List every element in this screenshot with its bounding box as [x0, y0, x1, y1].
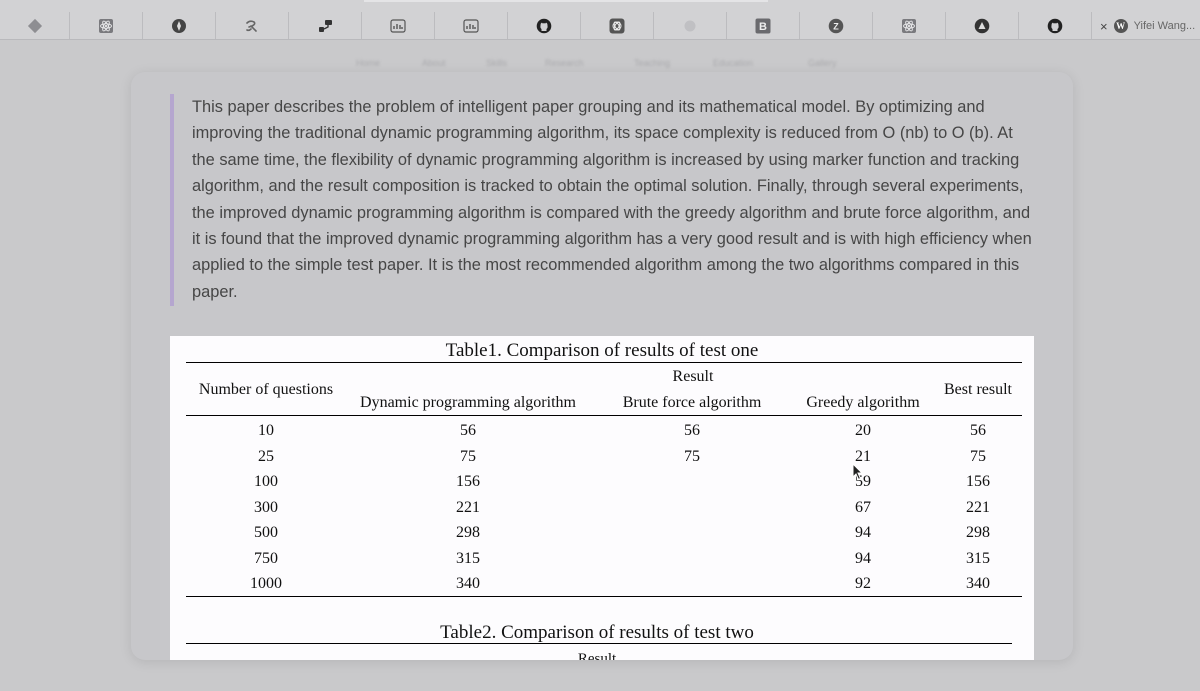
tab-bar-highlight [364, 0, 768, 2]
table1-col-questions: Number of questions [198, 381, 334, 398]
tab-14[interactable] [946, 12, 1019, 39]
table1-bottom-rule [186, 596, 1022, 597]
mouse-cursor-icon [852, 463, 864, 481]
cell-greedy: 92 [855, 575, 871, 592]
b-logo-letter: B [759, 21, 767, 33]
gray-dot-icon [682, 18, 698, 34]
tab-3[interactable] [143, 12, 216, 39]
table1-title: Table1. Comparison of results of test on… [445, 340, 759, 361]
tab-2[interactable] [70, 12, 143, 39]
abstract-text: This paper describes the problem of inte… [192, 98, 1032, 301]
nav-skills[interactable]: Skills [486, 58, 508, 68]
cell-dp: 56 [460, 422, 476, 439]
nav-teaching[interactable]: Teaching [634, 58, 671, 68]
table2-result-header: Result [577, 651, 617, 660]
nav-research[interactable]: Research [545, 58, 584, 68]
script-r-icon [244, 18, 260, 34]
chart-frame-icon [463, 18, 479, 34]
cell-dp: 156 [456, 473, 480, 490]
cell-questions: 25 [258, 447, 274, 465]
cell-best: 340 [966, 575, 990, 592]
react-icon [98, 18, 114, 34]
cell-dp: 340 [456, 575, 480, 592]
cell-greedy: 94 [855, 524, 871, 541]
react-icon [901, 18, 917, 34]
tab-5[interactable] [289, 12, 362, 39]
tab-4[interactable] [216, 12, 289, 39]
site-nav: Home About Skills Research Teaching Educ… [0, 58, 1200, 72]
openai-icon [609, 18, 625, 34]
cell-best: 156 [966, 473, 990, 490]
w-logo-icon: W [1113, 19, 1128, 33]
diamond-icon [27, 18, 43, 34]
cell-greedy: 94 [855, 549, 871, 567]
triangle-logo-icon [974, 18, 990, 34]
nav-about[interactable]: About [422, 58, 446, 68]
tab-15[interactable] [1019, 12, 1092, 39]
abstract-blockquote: This paper describes the problem of inte… [170, 94, 1032, 306]
cell-questions: 500 [254, 524, 278, 541]
cell-questions: 100 [254, 473, 278, 490]
cell-best: 221 [966, 498, 990, 516]
cell-best: 56 [970, 422, 986, 439]
cell-questions: 750 [254, 549, 278, 567]
cell-dp: 298 [456, 524, 480, 541]
circle-logo-icon [171, 18, 187, 34]
z-logo-letter: Z [833, 21, 839, 31]
tab-1[interactable] [0, 12, 70, 39]
table1-header-rule [186, 415, 1022, 416]
active-tab-title: Yifei Wang... [1133, 20, 1196, 32]
cell-dp: 221 [456, 498, 480, 516]
tab-11[interactable]: B [727, 12, 800, 39]
z-logo-icon: Z [828, 18, 844, 34]
browser-tab-bar: B Z × W Yifei Wang... [0, 0, 1200, 40]
paper-card: This paper describes the problem of inte… [131, 72, 1073, 660]
active-tab[interactable]: × W Yifei Wang... [1094, 12, 1200, 40]
cell-greedy: 67 [855, 498, 871, 516]
table1-col-best: Best result [944, 381, 1012, 398]
table1-top-rule [186, 362, 1022, 363]
cell-brute: 75 [684, 447, 700, 465]
tab-9[interactable] [581, 12, 654, 39]
chart-frame-icon [390, 18, 406, 34]
b-logo-icon: B [755, 18, 771, 34]
table1-result-header: Result [672, 368, 714, 385]
nav-education[interactable]: Education [713, 58, 754, 68]
github-icon [1047, 18, 1063, 34]
cell-questions: 1000 [250, 575, 282, 592]
table2-top-rule [186, 643, 1012, 644]
github-icon [536, 18, 552, 34]
tab-13[interactable] [873, 12, 946, 39]
table2-title: Table2. Comparison of results of test tw… [440, 622, 754, 643]
nav-home[interactable]: Home [356, 58, 381, 68]
cell-best: 75 [970, 447, 986, 465]
cell-greedy: 21 [855, 447, 871, 465]
paint-roller-icon [317, 18, 333, 34]
tab-8[interactable] [508, 12, 581, 39]
nav-gallery[interactable]: Gallery [808, 58, 837, 68]
cell-best: 315 [966, 549, 990, 567]
results-table-image: Table1. Comparison of results of test on… [170, 336, 1034, 660]
cell-best: 298 [966, 524, 990, 541]
table1-col-brute: Brute force algorithm [622, 394, 762, 411]
close-tab-icon[interactable]: × [1100, 18, 1108, 34]
table1-col-dp: Dynamic programming algorithm [360, 394, 576, 411]
cell-questions: 300 [254, 498, 278, 516]
table1-col-greedy: Greedy algorithm [806, 394, 920, 411]
tab-10[interactable] [654, 12, 727, 39]
cell-dp: 315 [456, 549, 480, 567]
tab-6[interactable] [362, 12, 435, 39]
tab-12[interactable]: Z [800, 12, 873, 39]
cell-greedy: 20 [855, 422, 871, 439]
tab-7[interactable] [435, 12, 508, 39]
cell-questions: 10 [258, 422, 274, 439]
cell-dp: 75 [460, 447, 476, 465]
cell-brute: 56 [684, 422, 700, 439]
